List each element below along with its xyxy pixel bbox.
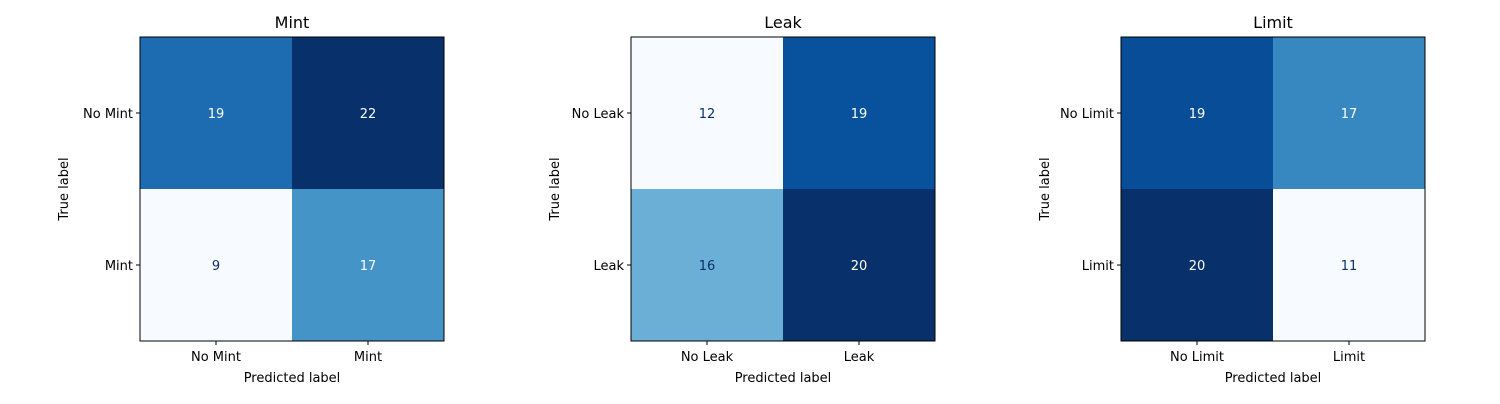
cell-value-label: 19 bbox=[851, 107, 868, 122]
cell-value-label: 17 bbox=[1341, 107, 1358, 122]
confusion-matrix-panel: 12 19 16 20 No Leak Leak No Leak Leak Leak Predic… bbox=[548, 13, 936, 386]
x-tick-label: Mint bbox=[354, 350, 382, 365]
y-tick-label: Mint bbox=[105, 259, 133, 274]
chart-title: Mint bbox=[275, 13, 310, 32]
matrix-cell bbox=[1273, 189, 1425, 341]
plot-frame bbox=[1120, 36, 1426, 342]
y-axis-label: True label bbox=[1038, 157, 1053, 221]
matrix-cell bbox=[292, 37, 444, 189]
y-axis-label: True label bbox=[57, 157, 72, 221]
matrix-cell bbox=[292, 189, 444, 341]
plot-frame bbox=[630, 36, 936, 342]
cell-value-label: 16 bbox=[699, 259, 716, 274]
y-tick-label: No Mint bbox=[83, 107, 133, 122]
x-tick-label: No Leak bbox=[681, 350, 734, 365]
confusion-matrix-panel: 19 22 9 17 No Mint Mint No Mint Mint Mint Predict… bbox=[57, 13, 445, 386]
cell-value-label: 11 bbox=[1341, 259, 1358, 274]
y-tick-label: Leak bbox=[593, 259, 624, 274]
matrix-cell bbox=[140, 37, 292, 189]
x-axis-label: Predicted label bbox=[735, 371, 832, 386]
y-tick-label: Limit bbox=[1082, 259, 1114, 274]
matrix-cell bbox=[1121, 189, 1273, 341]
x-axis-label: Predicted label bbox=[1225, 371, 1322, 386]
y-tick-label: No Leak bbox=[572, 107, 625, 122]
x-axis-label: Predicted label bbox=[244, 371, 341, 386]
cell-value-label: 19 bbox=[208, 107, 225, 122]
matrix-cell bbox=[140, 189, 292, 341]
matrix-cell bbox=[1121, 37, 1273, 189]
x-tick-label: No Mint bbox=[191, 350, 241, 365]
y-axis-label: True label bbox=[548, 157, 563, 221]
y-tick-label: No Limit bbox=[1060, 107, 1114, 122]
matrix-cell bbox=[631, 37, 783, 189]
cell-value-label: 22 bbox=[360, 107, 377, 122]
cell-value-label: 17 bbox=[360, 259, 377, 274]
cell-value-label: 20 bbox=[851, 259, 868, 274]
matrix-cell bbox=[783, 189, 935, 341]
matrix-cell bbox=[1273, 37, 1425, 189]
cell-value-label: 19 bbox=[1189, 107, 1206, 122]
x-tick-label: No Limit bbox=[1170, 350, 1224, 365]
x-tick-label: Leak bbox=[844, 350, 875, 365]
matrix-cell bbox=[631, 189, 783, 341]
chart-title: Leak bbox=[764, 13, 802, 32]
matrix-cell bbox=[783, 37, 935, 189]
plot-frame bbox=[139, 36, 445, 342]
x-tick-label: Limit bbox=[1333, 350, 1365, 365]
cell-value-label: 20 bbox=[1189, 259, 1206, 274]
confusion-matrix-panel: 19 17 20 11 No Limit Limit No Limit Limit Limit P… bbox=[1038, 13, 1426, 386]
chart-title: Limit bbox=[1253, 13, 1293, 32]
cell-value-label: 12 bbox=[699, 107, 716, 122]
cell-value-label: 9 bbox=[212, 259, 220, 274]
